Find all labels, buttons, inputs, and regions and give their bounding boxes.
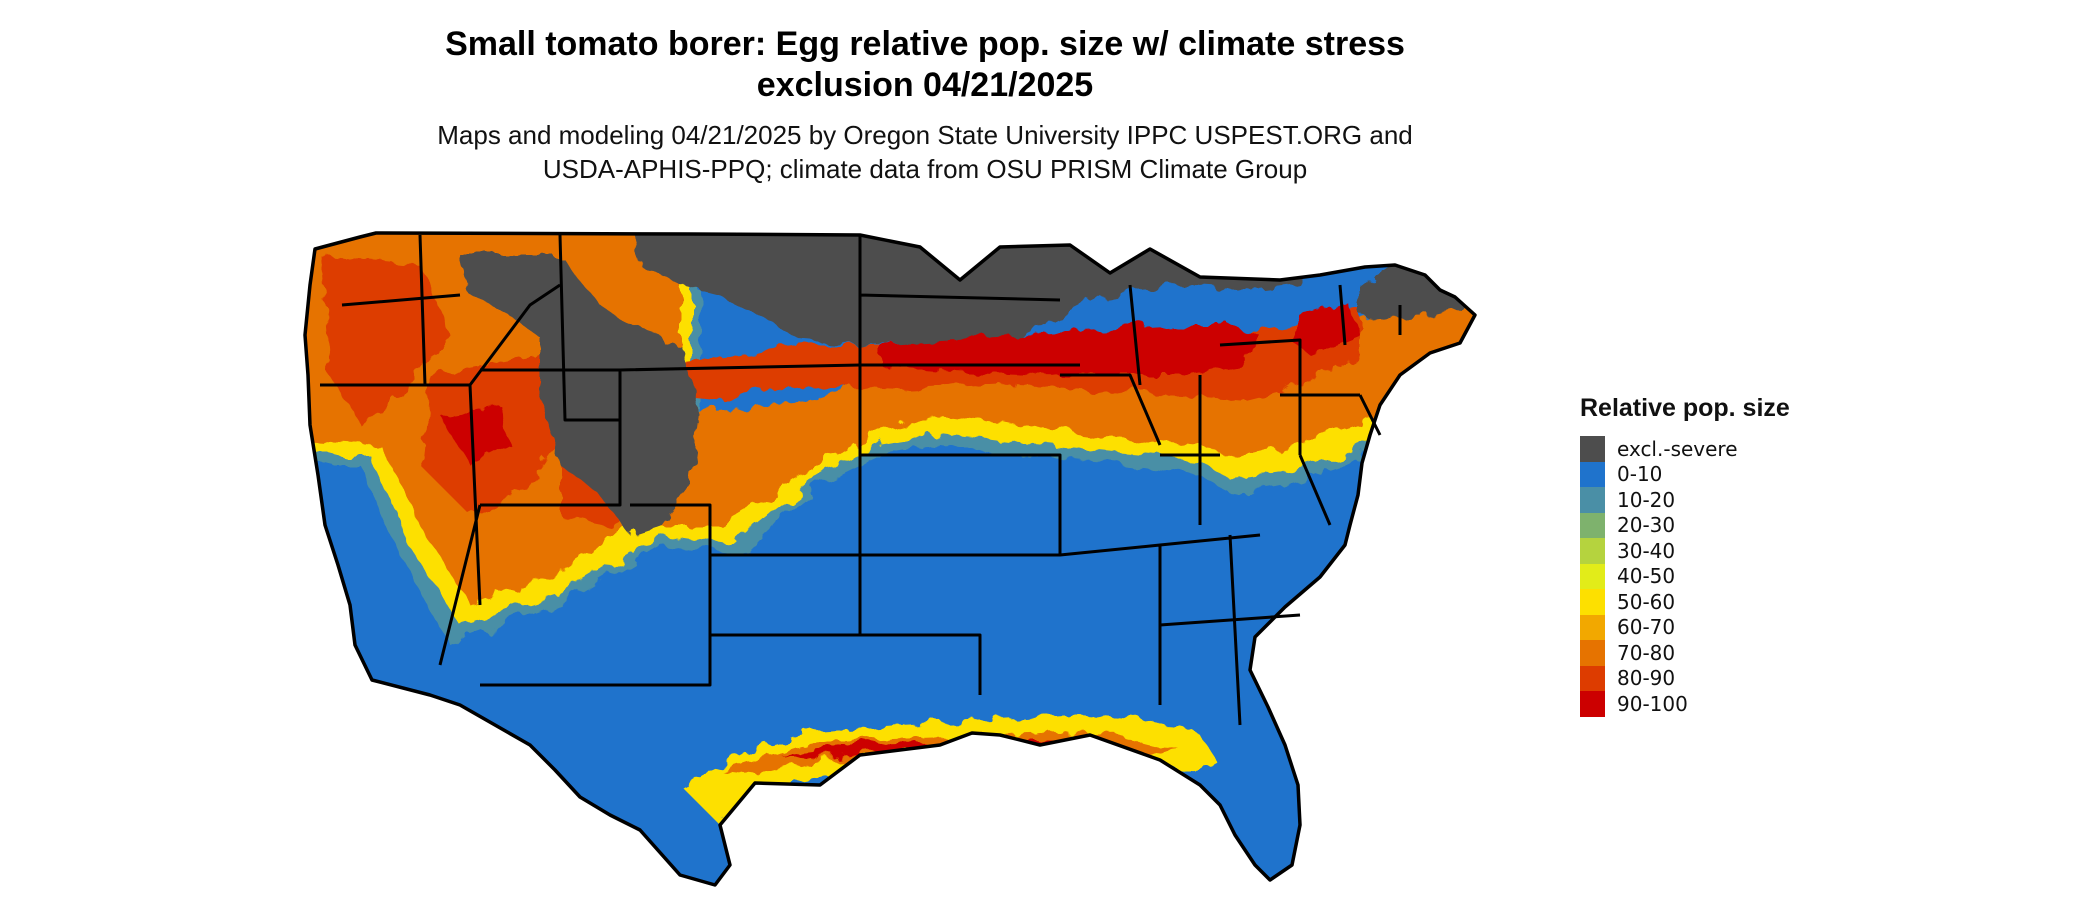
state-boundaries [303,231,1477,887]
legend-item: 80-90 [1580,665,1860,691]
legend-swatch [1580,461,1605,487]
legend-swatch [1580,640,1605,666]
legend-swatch [1580,589,1605,615]
legend-items: excl.-severe 0-10 10-20 20-30 30-40 40-50 50-6… [1580,436,1860,717]
legend-label: 40-50 [1617,564,1676,589]
legend-swatch [1580,538,1605,564]
legend-label: 60-70 [1617,615,1676,640]
legend-label: 80-90 [1617,666,1676,691]
legend-swatch [1580,614,1605,640]
legend-item: 40-50 [1580,563,1860,589]
title-block: Small tomato borer: Egg relative pop. si… [370,24,1480,186]
legend-title: Relative pop. size [1580,394,1790,422]
zone-excluded-rockies [460,255,700,535]
legend-item: 0-10 [1580,461,1860,487]
map-title-line-2: exclusion 04/21/2025 [756,66,1094,104]
legend-item: 60-70 [1580,614,1860,640]
legend: Relative pop. size excl.-severe 0-10 10-20… [1580,394,1860,717]
legend-swatch [1580,436,1605,462]
legend-label: 70-80 [1617,640,1676,665]
legend-swatch [1580,665,1605,691]
legend-label: 20-30 [1617,513,1676,538]
legend-item: excl.-severe [1580,436,1860,462]
legend-label: excl.-severe [1617,436,1738,461]
legend-swatch [1580,691,1605,717]
map-subtitle-line-1: Maps and modeling 04/21/2025 by Oregon S… [437,120,1413,150]
legend-label: 0-10 [1617,462,1663,487]
us-map-svg [303,231,1477,887]
map-subtitle: Maps and modeling 04/21/2025 by Oregon S… [370,118,1480,186]
map-title-line-1: Small tomato borer: Egg relative pop. si… [445,25,1405,63]
legend-swatch [1580,487,1605,513]
legend-swatch [1580,512,1605,538]
state-lines-west [320,234,861,687]
legend-label: 30-40 [1617,538,1676,563]
legend-item: 50-60 [1580,589,1860,615]
state-lines-east [1128,284,1402,726]
legend-swatch [1580,563,1605,589]
legend-label: 50-60 [1617,589,1676,614]
climate-raster [305,233,1475,885]
zone-excluded-new-england [1360,233,1475,320]
legend-label: 10-20 [1617,487,1676,512]
legend-item: 30-40 [1580,538,1860,564]
legend-label: 90-100 [1617,691,1688,716]
us-map [300,225,1560,895]
map-subtitle-line-2: USDA-APHIS-PPQ; climate data from OSU PR… [542,154,1308,184]
legend-item: 70-80 [1580,640,1860,666]
map-title: Small tomato borer: Egg relative pop. si… [370,24,1480,106]
legend-item: 20-30 [1580,512,1860,538]
zone-deep-red [440,305,1360,465]
legend-item: 10-20 [1580,487,1860,513]
legend-item: 90-100 [1580,691,1860,717]
